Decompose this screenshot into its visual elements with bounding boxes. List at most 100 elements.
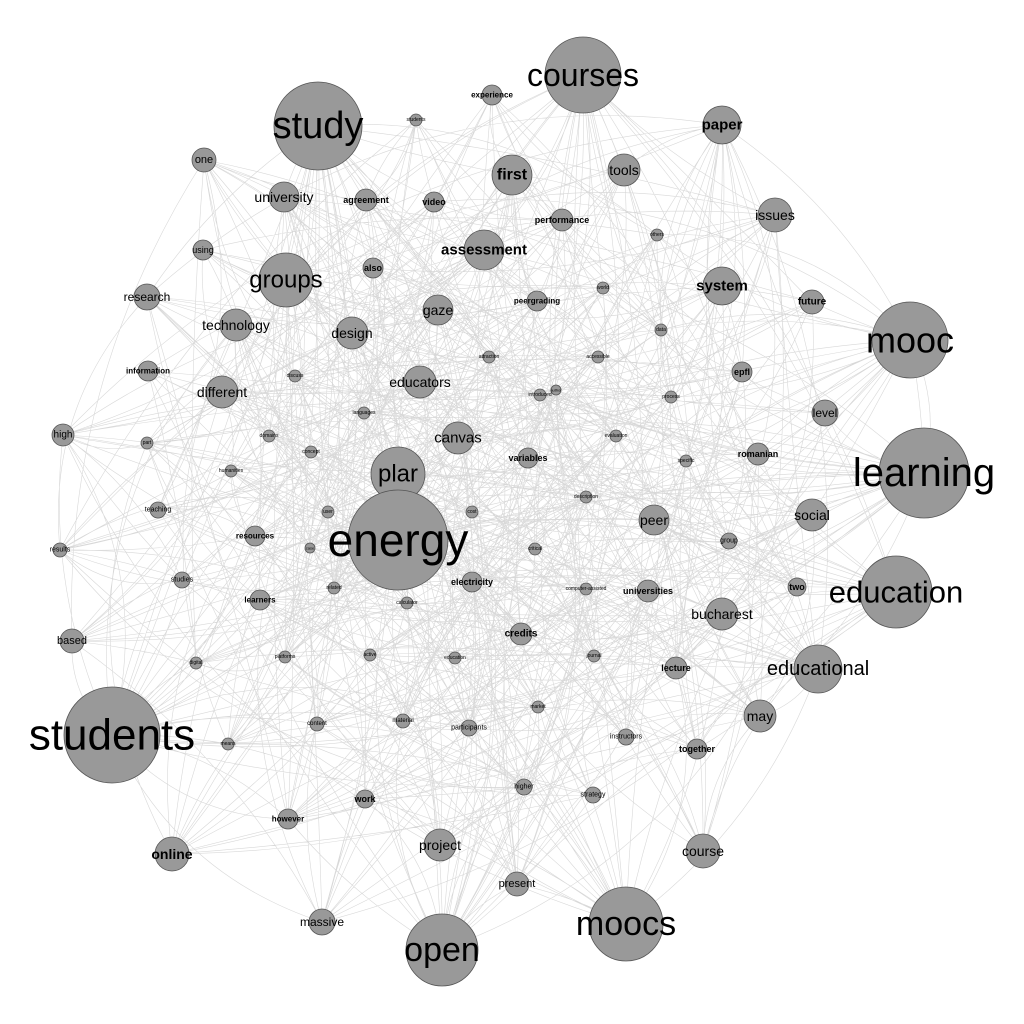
- node-teaching: [149, 501, 167, 519]
- node-label-project: project: [419, 837, 461, 853]
- node-label-material: material: [392, 718, 413, 724]
- node-students: [63, 686, 161, 784]
- node-different: [205, 375, 239, 409]
- node-label-canvas: canvas: [434, 430, 482, 447]
- node-platforms: [278, 650, 292, 664]
- node-label-teaching: teaching: [145, 507, 172, 514]
- node-gaze: [422, 294, 454, 326]
- node-label-epfl: epfl: [734, 367, 750, 377]
- node-label-peer: peer: [640, 512, 668, 528]
- node-label-others: others: [650, 232, 664, 238]
- node-label-active: active: [363, 652, 376, 658]
- node-instructors: [617, 728, 635, 746]
- node-label-electricity: electricity: [451, 577, 493, 587]
- node-label-calculator: calculator: [396, 600, 418, 606]
- node-user: [321, 505, 335, 519]
- node-resources: [244, 525, 266, 547]
- node-label-groups: groups: [249, 267, 322, 294]
- node-label-students2: students: [407, 117, 426, 123]
- node-label-means: means: [220, 741, 236, 747]
- node-market: [531, 700, 545, 714]
- node-label-different: different: [197, 384, 247, 400]
- node-peer: [638, 504, 670, 536]
- node-label-level: level: [813, 406, 838, 420]
- node-course: [685, 833, 721, 869]
- node-massive: [308, 908, 336, 936]
- node-label-romanian: romanian: [738, 449, 779, 459]
- node-languages: [357, 406, 371, 420]
- node-however: [277, 808, 299, 830]
- node-first: [491, 154, 533, 196]
- node-calculator: [400, 596, 414, 610]
- node-label-peergrading: peergrading: [514, 297, 560, 306]
- node-future: [799, 289, 825, 315]
- node-label-introduced: introduced: [528, 392, 552, 398]
- node-label-moocs: moocs: [576, 905, 676, 943]
- node-present: [504, 871, 530, 897]
- node-label-massive: massive: [300, 915, 344, 929]
- node-also: [362, 257, 384, 279]
- node-attraction: [482, 350, 496, 364]
- node-two: [787, 577, 807, 597]
- node-label-user: user: [323, 509, 333, 515]
- node-label-instructors: instructors: [610, 734, 643, 741]
- node-electricity: [461, 571, 483, 593]
- node-cost: [465, 505, 479, 519]
- node-label-learning: learning: [853, 451, 995, 495]
- node-specific: [679, 454, 693, 468]
- node-label-based: based: [57, 635, 87, 647]
- node-label-participants: participants: [451, 725, 487, 732]
- node-romanian: [746, 442, 770, 466]
- node-universities: [636, 579, 660, 603]
- node-educators: [403, 365, 437, 399]
- node-label-technology: technology: [202, 317, 270, 333]
- node-peergrading: [526, 290, 548, 312]
- node-label-critical: critical: [528, 546, 542, 552]
- node-participants: [460, 719, 478, 737]
- node-learners: [249, 589, 271, 611]
- node-label-work: work: [353, 794, 376, 804]
- node-level: [811, 399, 839, 427]
- node-label-using: using: [192, 245, 214, 255]
- node-critical: [528, 542, 542, 556]
- node-label-design: design: [331, 325, 372, 341]
- node-label-lecture: lecture: [661, 663, 691, 673]
- node-agreement: [354, 188, 378, 212]
- node-education2: [448, 651, 462, 665]
- node-concept: [304, 445, 318, 459]
- node-performance: [550, 208, 574, 232]
- node-label-description: description: [574, 494, 598, 500]
- node-label-data: data: [656, 327, 666, 333]
- node-label-energy: energy: [328, 514, 469, 566]
- node-information: [137, 360, 159, 382]
- node-social: [795, 498, 829, 532]
- node-label-cost: cost: [467, 509, 477, 515]
- node-label-information: information: [126, 367, 170, 376]
- node-label-online: online: [151, 846, 192, 862]
- node-students2: [409, 113, 423, 127]
- node-label-experience: experience: [471, 91, 513, 100]
- node-label-digital: digital: [189, 660, 202, 666]
- node-educational: [793, 644, 843, 694]
- node-label-strategy: strategy: [581, 792, 606, 799]
- node-energy: [347, 489, 449, 591]
- node-university: [268, 181, 300, 213]
- node-label-process: process: [662, 394, 680, 400]
- node-humanities: [224, 464, 238, 478]
- node-case: [304, 542, 316, 554]
- node-label-issues: issues: [755, 207, 795, 223]
- node-groups: [258, 252, 314, 308]
- node-label-studies: studies: [171, 577, 194, 584]
- node-label-bucharest: bucharest: [691, 606, 753, 622]
- node-variables: [517, 447, 539, 469]
- node-learning: [878, 427, 970, 519]
- node-project: [423, 828, 457, 862]
- node-label-content: content: [307, 721, 327, 727]
- node-lecture: [664, 656, 688, 680]
- node-label-gaze: gaze: [423, 302, 454, 318]
- node-label-attraction: attraction: [479, 354, 500, 360]
- node-label-related: related: [326, 585, 342, 591]
- node-label-system: system: [696, 278, 748, 295]
- node-label-assessment: assessment: [441, 242, 527, 259]
- node-research: [133, 283, 161, 311]
